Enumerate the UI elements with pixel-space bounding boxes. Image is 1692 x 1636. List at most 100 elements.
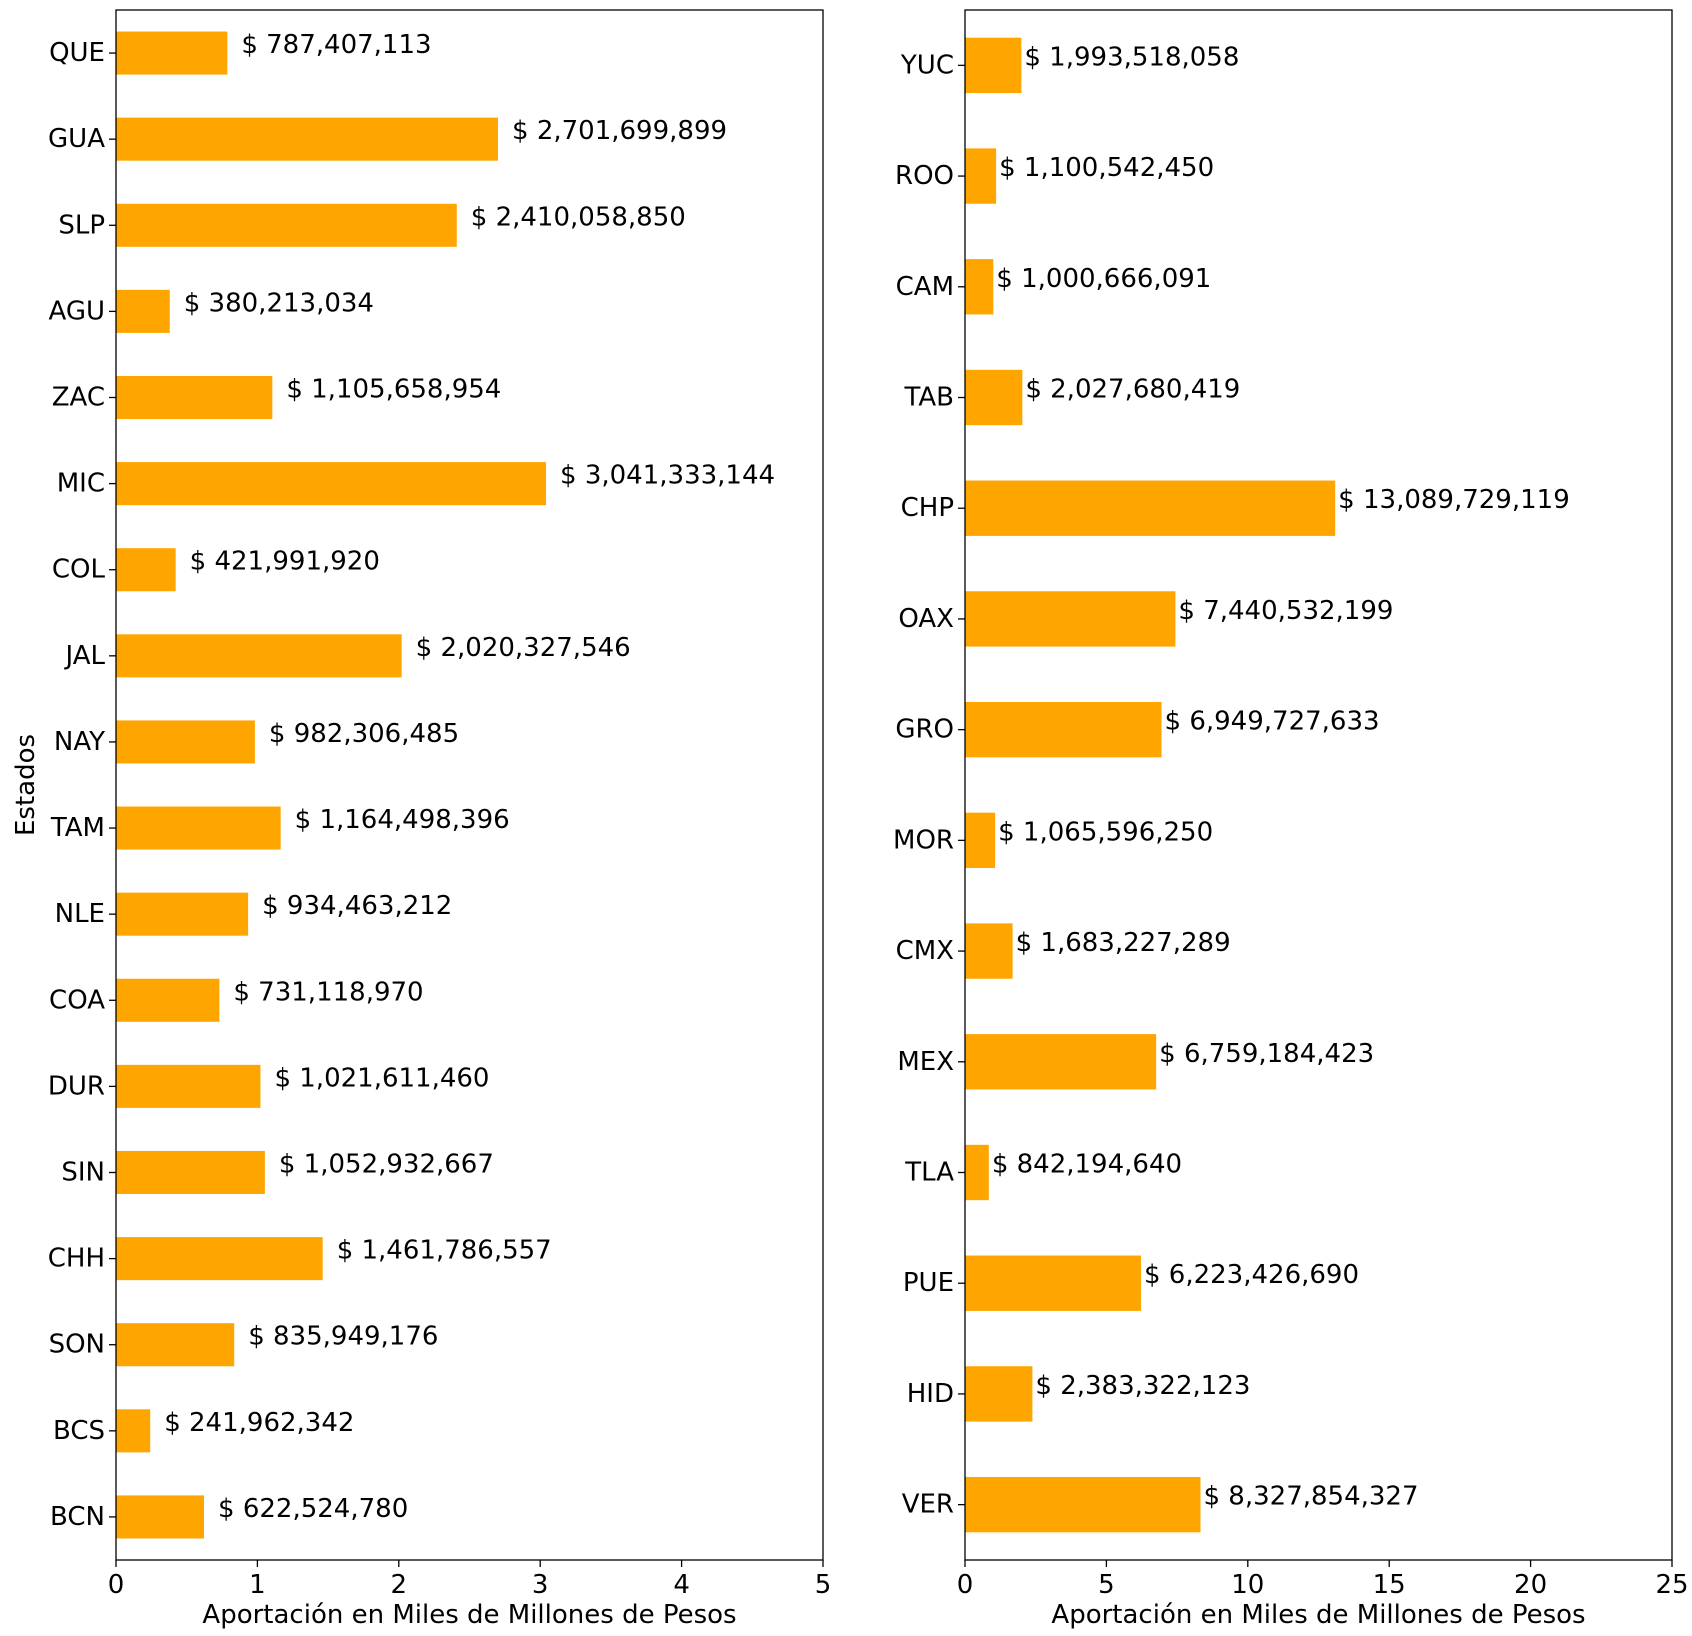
y-tick-label-col: COL bbox=[52, 555, 106, 585]
y-tick-label-mex: MEX bbox=[897, 1047, 954, 1077]
x-tick-label: 1 bbox=[249, 1570, 266, 1600]
data-label-pue: $ 6,223,426,690 bbox=[1144, 1260, 1359, 1290]
data-label-col: $ 421,991,920 bbox=[190, 547, 380, 577]
data-label-gro: $ 6,949,727,633 bbox=[1165, 707, 1380, 737]
y-axis-label: Estados bbox=[11, 734, 41, 836]
y-tick-label-hid: HID bbox=[907, 1379, 954, 1409]
bar-coa bbox=[116, 978, 220, 1022]
bar-tab bbox=[965, 369, 1023, 426]
x-axis-label: Aportación en Miles de Millones de Pesos bbox=[1051, 1600, 1585, 1630]
y-tick-label-chp: CHP bbox=[901, 493, 954, 523]
y-tick-label-agu: AGU bbox=[48, 296, 105, 326]
y-tick-label-oax: OAX bbox=[898, 604, 954, 634]
data-label-chp: $ 13,089,729,119 bbox=[1338, 485, 1570, 515]
x-tick-label: 3 bbox=[532, 1570, 549, 1600]
bar-col bbox=[116, 548, 176, 592]
bar-pue bbox=[965, 1255, 1141, 1311]
data-label-chh: $ 1,461,786,557 bbox=[337, 1236, 552, 1266]
right-chart-panel: YUC $ 1,993,518,058 ROO $ 1,100,542,450 CAM $… bbox=[893, 9, 1689, 1630]
data-label-dur: $ 1,021,611,460 bbox=[274, 1063, 489, 1093]
y-tick-label-tab: TAB bbox=[904, 383, 955, 413]
bar-jal bbox=[116, 634, 402, 678]
y-tick-label-gua: GUA bbox=[48, 124, 105, 154]
data-label-son: $ 835,949,176 bbox=[248, 1322, 438, 1352]
y-tick-label-roo: ROO bbox=[895, 161, 954, 191]
bar-bcs bbox=[116, 1409, 151, 1453]
x-tick-label: 0 bbox=[957, 1570, 974, 1600]
bar-gro bbox=[965, 701, 1162, 758]
bar-nay bbox=[116, 720, 255, 764]
data-label-hid: $ 2,383,322,123 bbox=[1035, 1371, 1250, 1401]
y-tick-label-mic: MIC bbox=[57, 469, 105, 499]
bar-roo bbox=[965, 148, 997, 204]
y-tick-label-zac: ZAC bbox=[52, 383, 105, 413]
bar-gua bbox=[116, 117, 499, 161]
bar-tla bbox=[965, 1144, 989, 1201]
y-tick-label-nle: NLE bbox=[55, 899, 105, 929]
bar-zac bbox=[116, 375, 273, 420]
data-label-cam: $ 1,000,666,091 bbox=[996, 264, 1211, 294]
data-label-coa: $ 731,118,970 bbox=[233, 977, 423, 1007]
data-label-slp: $ 2,410,058,850 bbox=[471, 202, 686, 232]
x-tick-label: 5 bbox=[815, 1570, 832, 1600]
x-tick-label: 2 bbox=[391, 1570, 408, 1600]
data-label-ver: $ 8,327,854,327 bbox=[1204, 1482, 1419, 1512]
x-tick-label: 15 bbox=[1373, 1570, 1406, 1600]
bar-yuc bbox=[965, 37, 1022, 94]
bar-cmx bbox=[965, 923, 1013, 979]
bar-mex bbox=[965, 1034, 1157, 1090]
y-tick-label-que: QUE bbox=[49, 38, 105, 68]
y-tick-label-cmx: CMX bbox=[896, 936, 954, 966]
y-tick-label-coa: COA bbox=[49, 985, 105, 1015]
bar-son bbox=[116, 1323, 235, 1367]
x-tick-label: 5 bbox=[1098, 1570, 1115, 1600]
data-label-tam: $ 1,164,498,396 bbox=[295, 805, 510, 835]
data-label-sin: $ 1,052,932,667 bbox=[279, 1150, 494, 1180]
data-label-que: $ 787,407,113 bbox=[241, 30, 431, 60]
data-label-tab: $ 2,027,680,419 bbox=[1025, 375, 1240, 405]
data-label-mex: $ 6,759,184,423 bbox=[1159, 1039, 1374, 1069]
bar-mic bbox=[116, 462, 547, 506]
data-label-jal: $ 2,020,327,546 bbox=[416, 633, 631, 663]
y-tick-label-bcs: BCS bbox=[53, 1416, 105, 1446]
bar-bcn bbox=[116, 1495, 205, 1539]
y-tick-label-slp: SLP bbox=[58, 210, 105, 240]
data-label-bcn: $ 622,524,780 bbox=[218, 1494, 408, 1524]
data-label-gua: $ 2,701,699,899 bbox=[512, 116, 727, 146]
y-tick-label-jal: JAL bbox=[64, 641, 106, 671]
y-tick-label-chh: CHH bbox=[48, 1244, 105, 1274]
y-tick-label-cam: CAM bbox=[896, 272, 954, 302]
x-tick-label: 25 bbox=[1655, 1570, 1688, 1600]
bar-dur bbox=[116, 1064, 261, 1108]
y-tick-label-bcn: BCN bbox=[50, 1502, 105, 1532]
bar-ver bbox=[965, 1476, 1201, 1533]
x-tick-label: 20 bbox=[1514, 1570, 1547, 1600]
data-label-nay: $ 982,306,485 bbox=[269, 719, 459, 749]
y-tick-label-gro: GRO bbox=[895, 715, 954, 745]
y-tick-label-yuc: YUC bbox=[900, 50, 954, 80]
data-label-oax: $ 7,440,532,199 bbox=[1178, 596, 1393, 626]
data-label-mic: $ 3,041,333,144 bbox=[560, 461, 775, 491]
bar-tam bbox=[116, 806, 281, 850]
data-label-mor: $ 1,065,596,250 bbox=[998, 817, 1213, 847]
y-tick-label-tla: TLA bbox=[904, 1158, 954, 1188]
bar-que bbox=[116, 31, 228, 75]
x-tick-label: 4 bbox=[673, 1570, 690, 1600]
y-tick-label-son: SON bbox=[49, 1330, 105, 1360]
data-label-bcs: $ 241,962,342 bbox=[164, 1408, 354, 1438]
bar-sin bbox=[116, 1150, 265, 1195]
bar-slp bbox=[116, 203, 457, 247]
bar-chh bbox=[116, 1237, 323, 1281]
y-tick-label-tam: TAM bbox=[50, 813, 105, 843]
bar-cam bbox=[965, 259, 994, 315]
data-label-zac: $ 1,105,658,954 bbox=[286, 375, 501, 405]
y-tick-label-pue: PUE bbox=[903, 1268, 954, 1298]
bar-hid bbox=[965, 1366, 1033, 1422]
data-label-cmx: $ 1,683,227,289 bbox=[1016, 928, 1231, 958]
x-tick-label: 0 bbox=[108, 1570, 125, 1600]
bar-mor bbox=[965, 812, 996, 869]
x-axis-label: Aportación en Miles de Millones de Pesos bbox=[202, 1600, 736, 1630]
bar-agu bbox=[116, 289, 170, 333]
axes-frame bbox=[115, 9, 824, 1561]
